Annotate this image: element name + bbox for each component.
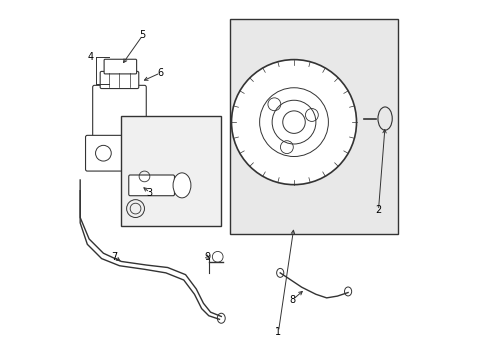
Circle shape	[231, 60, 356, 185]
FancyBboxPatch shape	[100, 71, 139, 89]
Text: 7: 7	[111, 252, 117, 262]
Text: 4: 4	[88, 52, 94, 62]
Text: 9: 9	[203, 252, 210, 262]
FancyBboxPatch shape	[151, 151, 161, 163]
FancyBboxPatch shape	[128, 175, 174, 196]
Text: 2: 2	[375, 205, 381, 215]
Text: 1: 1	[275, 327, 281, 337]
Bar	[121, 116, 221, 226]
Text: 6: 6	[157, 68, 163, 78]
Text: 8: 8	[289, 295, 295, 305]
Ellipse shape	[344, 287, 351, 296]
Ellipse shape	[276, 269, 283, 277]
FancyBboxPatch shape	[85, 135, 153, 171]
Text: 3: 3	[146, 188, 153, 198]
Text: 5: 5	[139, 30, 145, 40]
Ellipse shape	[217, 313, 225, 323]
FancyBboxPatch shape	[104, 59, 136, 74]
Ellipse shape	[173, 173, 190, 198]
Bar	[230, 19, 397, 234]
FancyBboxPatch shape	[93, 85, 146, 139]
